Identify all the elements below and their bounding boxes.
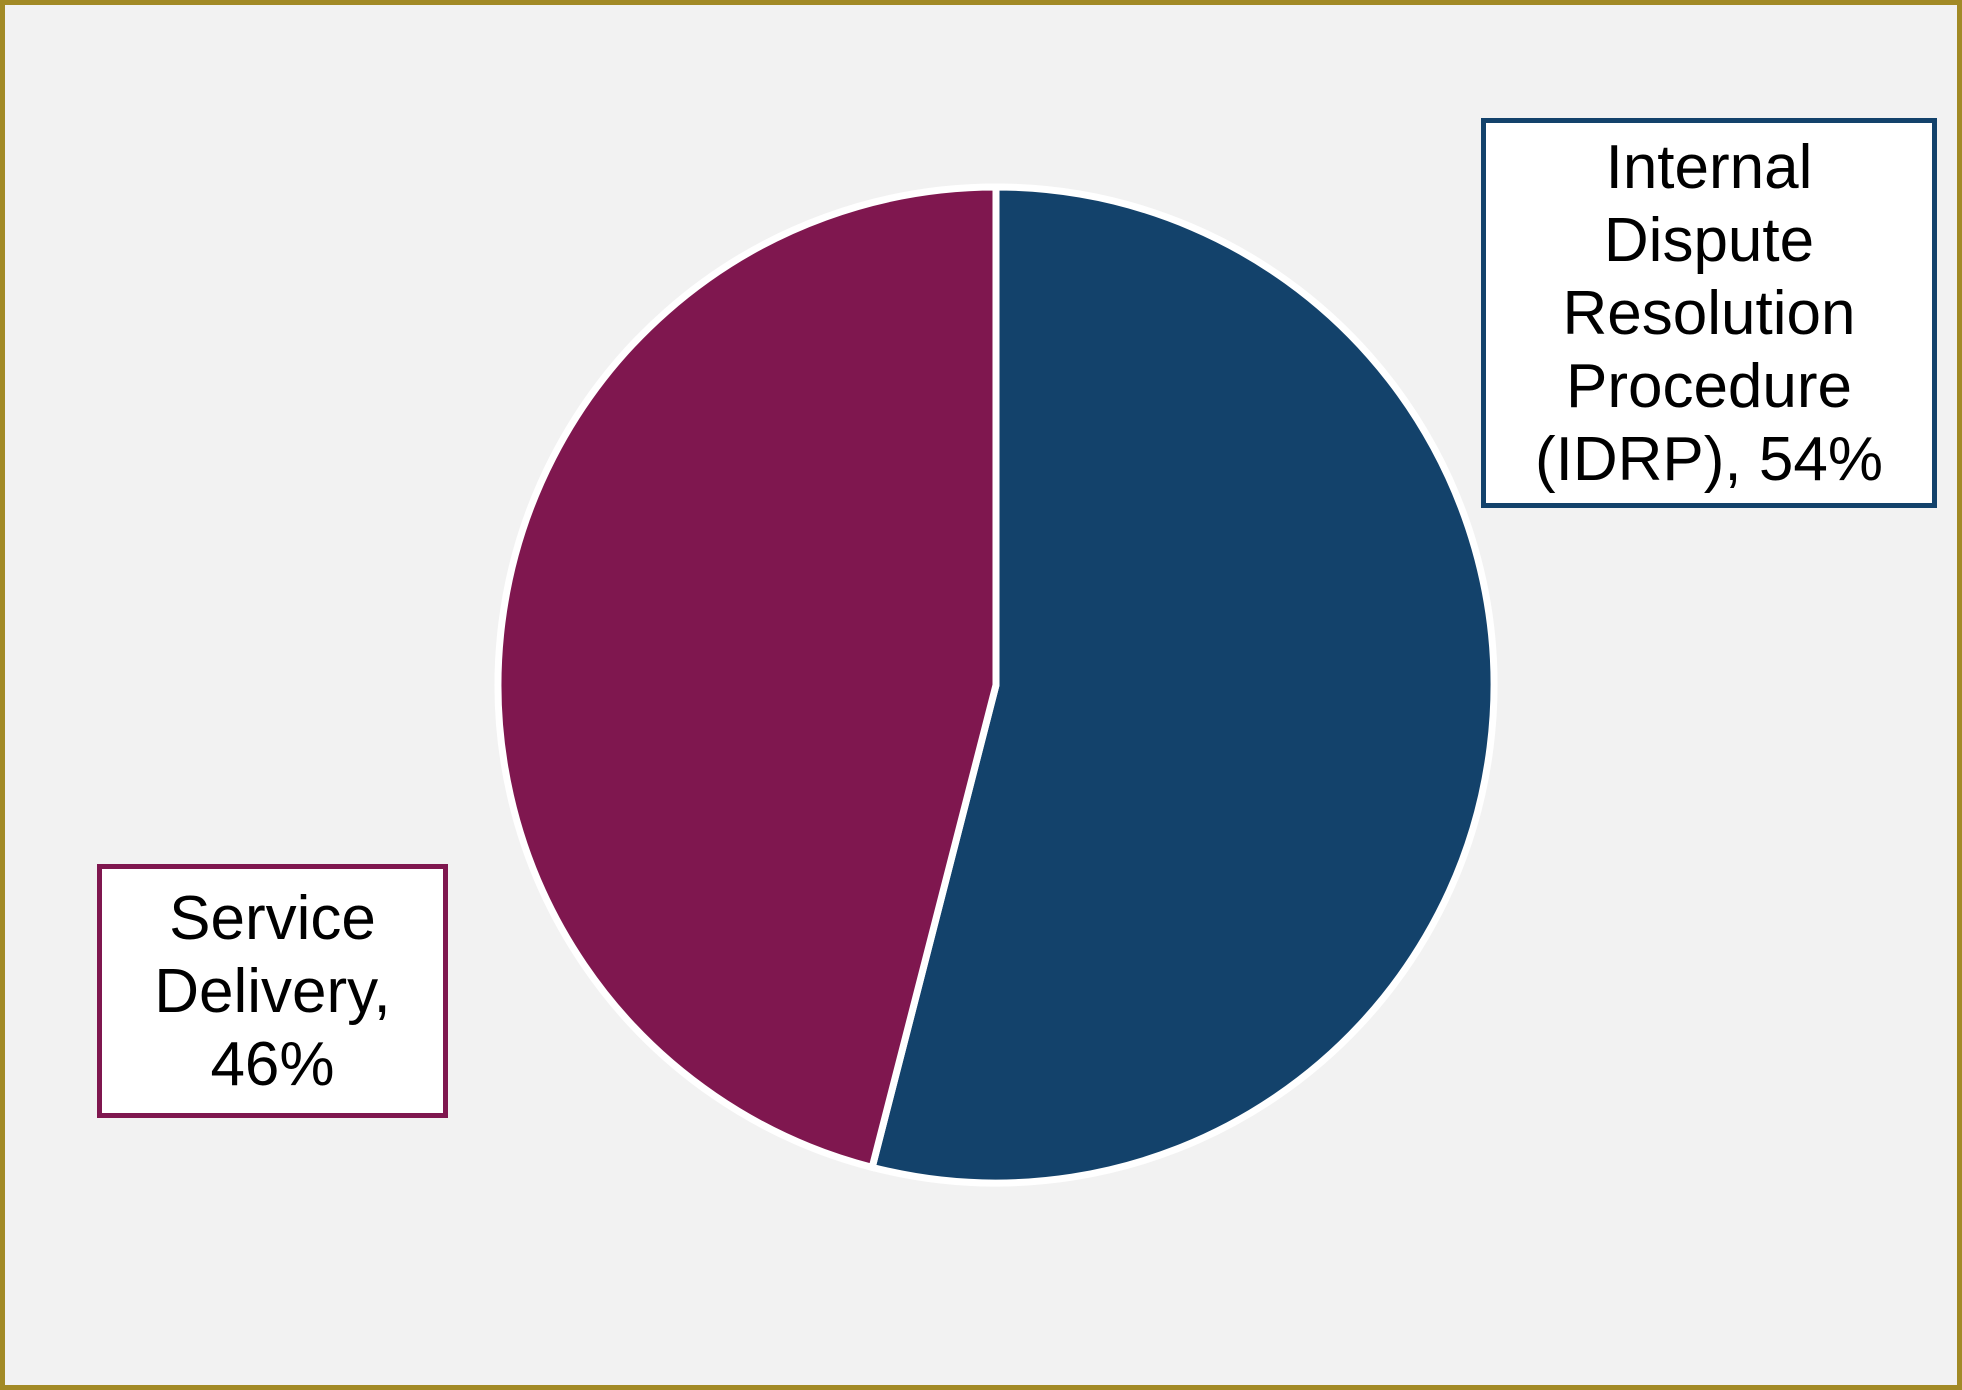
slice-label-service-line-2: Delivery,	[154, 956, 391, 1026]
slice-label-idrp-line-2: Dispute	[1603, 205, 1815, 275]
slice-label-idrp-line-3: Resolution	[1562, 278, 1856, 348]
slice-label-service-delivery: Service Delivery, 46%	[97, 864, 448, 1118]
slice-label-idrp-line-4: Procedure	[1565, 351, 1853, 421]
slice-label-idrp-line-1: Internal	[1605, 132, 1813, 202]
slice-label-idrp: Internal Dispute Resolution Procedure (I…	[1481, 118, 1937, 508]
pie-slice-idrp	[867, 183, 1498, 1187]
slice-label-idrp-line-5: (IDRP), 54%	[1535, 424, 1883, 494]
pie-slice-service-delivery	[494, 183, 1000, 1172]
slice-label-service-line-1: Service	[169, 883, 376, 953]
slice-label-service-line-3: 46%	[210, 1029, 335, 1099]
